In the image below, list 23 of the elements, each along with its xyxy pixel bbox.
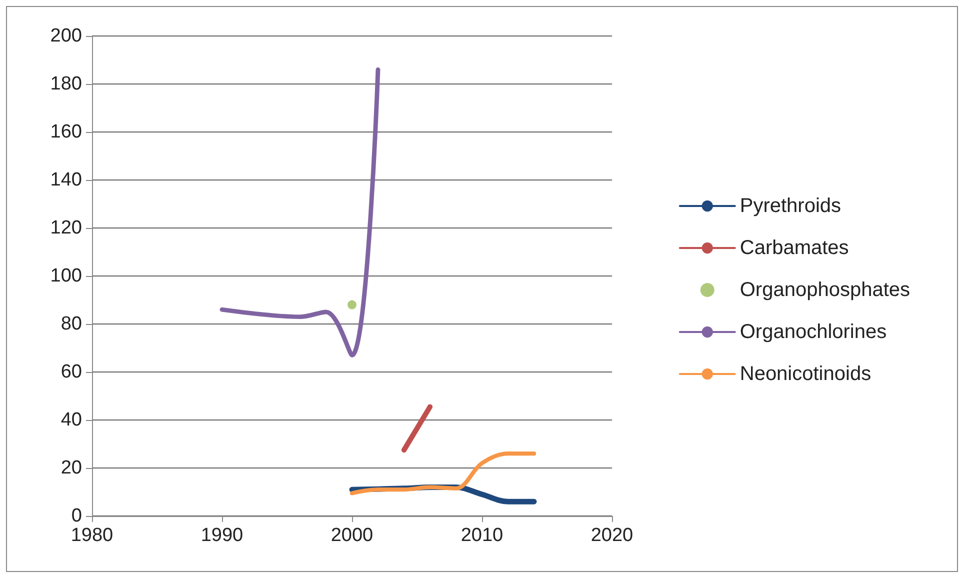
legend-label: Pyrethroids xyxy=(740,195,842,217)
legend-label: Organochlorines xyxy=(740,321,887,343)
y-tick-label: 140 xyxy=(50,170,82,190)
y-tick-label: 40 xyxy=(60,410,82,430)
legend-label: Organophosphates xyxy=(740,279,910,301)
y-tick-label: 180 xyxy=(50,74,82,94)
y-tick-label: 100 xyxy=(50,266,82,286)
line-series xyxy=(220,67,380,358)
legend-label: Neonicotinoids xyxy=(740,363,872,385)
y-tick-label: 200 xyxy=(50,26,82,46)
legend-label: Carbamates xyxy=(740,237,849,259)
line-series xyxy=(350,452,536,496)
y-tick-label: 160 xyxy=(50,122,82,142)
x-tick-label: 2020 xyxy=(590,525,634,546)
x-tick-label: 2000 xyxy=(330,525,374,546)
y-tick-label: 120 xyxy=(50,218,82,238)
y-tick-label: 0 xyxy=(71,506,82,526)
x-tick-label: 1980 xyxy=(70,525,114,546)
y-tick-label: 60 xyxy=(60,362,82,382)
y-tick-label: 20 xyxy=(60,458,82,478)
y-tick-label: 80 xyxy=(60,314,82,334)
x-tick-label: 1990 xyxy=(200,525,244,546)
x-tick-label: 2010 xyxy=(460,525,504,546)
